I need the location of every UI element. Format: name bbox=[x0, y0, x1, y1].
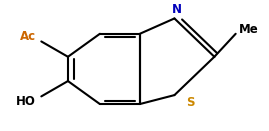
Text: HO: HO bbox=[15, 95, 35, 108]
Text: S: S bbox=[186, 96, 195, 109]
Text: Ac: Ac bbox=[20, 30, 36, 43]
Text: N: N bbox=[172, 3, 182, 16]
Text: Me: Me bbox=[239, 23, 259, 36]
